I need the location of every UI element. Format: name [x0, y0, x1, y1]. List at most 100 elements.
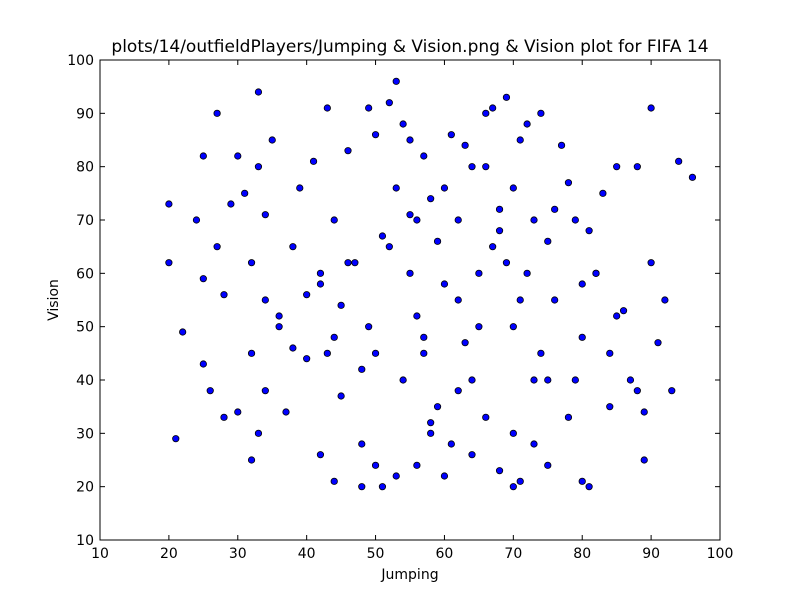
data-point	[282, 408, 290, 416]
data-point	[351, 259, 359, 267]
data-point	[502, 259, 511, 267]
data-point	[206, 387, 214, 395]
y-tick-label: 90	[76, 106, 94, 122]
data-point	[509, 483, 517, 491]
data-point	[365, 323, 373, 331]
data-point	[516, 296, 524, 304]
data-point	[523, 269, 531, 277]
data-point	[358, 483, 366, 491]
data-point	[247, 349, 256, 357]
data-point	[254, 163, 263, 171]
data-point	[406, 136, 414, 144]
data-point	[433, 403, 442, 411]
y-tick-label: 30	[76, 426, 94, 442]
data-point	[371, 461, 380, 469]
x-tick-label: 60	[436, 546, 454, 562]
data-point	[633, 163, 641, 171]
data-point	[633, 387, 641, 395]
data-point	[551, 296, 559, 304]
data-point	[199, 152, 207, 160]
data-point	[385, 99, 393, 107]
data-point	[365, 104, 373, 112]
data-point	[440, 184, 449, 192]
y-tick-label: 50	[76, 320, 94, 336]
x-axis-label: Jumping	[380, 567, 438, 583]
x-tick-label: 100	[707, 546, 734, 562]
data-point	[427, 419, 435, 427]
data-point	[468, 376, 476, 384]
data-point	[530, 440, 538, 448]
data-point	[613, 163, 621, 171]
data-point	[613, 312, 621, 320]
data-point	[482, 413, 490, 421]
data-point	[495, 467, 504, 475]
data-point	[323, 104, 331, 112]
data-point	[165, 259, 173, 267]
data-point	[571, 216, 579, 224]
data-point	[199, 275, 207, 283]
data-point	[165, 200, 173, 208]
x-tick-label: 70	[504, 546, 522, 562]
data-point	[220, 413, 228, 421]
y-tick-label: 10	[76, 533, 94, 549]
data-point	[213, 109, 221, 117]
data-point	[371, 131, 380, 139]
data-point	[688, 173, 697, 181]
data-point	[303, 355, 311, 363]
data-point	[179, 328, 187, 336]
data-point	[530, 376, 538, 384]
data-point	[571, 376, 579, 384]
data-point	[275, 312, 283, 320]
data-point	[406, 269, 414, 277]
data-point	[254, 429, 263, 437]
data-point	[461, 141, 469, 149]
data-point	[578, 333, 586, 341]
data-point	[247, 456, 256, 464]
data-point	[647, 104, 655, 112]
data-point	[371, 349, 380, 357]
data-point	[172, 435, 180, 443]
data-point	[247, 259, 256, 267]
chart-title: plots/14/outfieldPlayers/Jumping & Visio…	[111, 37, 708, 57]
x-axis-ticks: 10 20 30 40 50 60 70 80 90 100	[91, 60, 733, 562]
data-point	[392, 77, 400, 85]
plot-frame	[99, 59, 721, 541]
data-point	[337, 392, 345, 400]
data-point	[378, 232, 387, 240]
data-point	[468, 163, 476, 171]
data-point	[516, 477, 524, 485]
data-point	[640, 408, 648, 416]
x-tick-label: 90	[642, 546, 660, 562]
data-point	[227, 200, 235, 208]
data-point	[420, 349, 428, 357]
data-point	[413, 461, 421, 469]
data-point	[578, 280, 586, 288]
data-point	[268, 136, 276, 144]
data-point	[461, 339, 469, 347]
data-point	[606, 349, 614, 357]
x-tick-label: 80	[573, 546, 591, 562]
data-point	[489, 243, 497, 251]
data-point	[585, 483, 593, 491]
data-point	[440, 280, 449, 288]
data-point	[433, 237, 442, 245]
data-point	[578, 477, 586, 485]
x-tick-label: 40	[298, 546, 316, 562]
data-point	[330, 216, 338, 224]
y-tick-label: 70	[76, 213, 94, 229]
y-tick-label: 80	[76, 160, 94, 176]
data-point	[502, 93, 511, 101]
data-point	[344, 147, 352, 155]
data-point	[619, 307, 628, 315]
x-tick-label: 30	[229, 546, 247, 562]
data-point	[261, 211, 269, 219]
data-point	[399, 376, 407, 384]
data-point	[378, 483, 387, 491]
data-point	[537, 109, 545, 117]
data-point	[475, 269, 483, 277]
data-point	[289, 243, 297, 251]
data-point	[675, 157, 683, 165]
data-point	[261, 387, 269, 395]
